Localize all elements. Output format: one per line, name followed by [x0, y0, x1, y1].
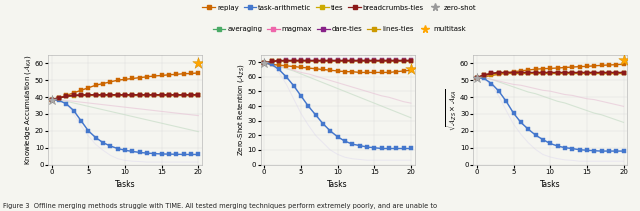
Y-axis label: Knowledge Accumulation ($\mathcal{A}_{KA}$): Knowledge Accumulation ($\mathcal{A}_{KA… [22, 54, 33, 165]
Point [406, 68, 416, 71]
Point [47, 98, 57, 101]
Y-axis label: $\sqrt{\mathcal{A}_{ZS} \times \mathcal{A}_{KA}}$: $\sqrt{\mathcal{A}_{ZS} \times \mathcal{… [444, 88, 459, 131]
X-axis label: Tasks: Tasks [115, 180, 135, 189]
Point [472, 76, 482, 79]
Text: Figure 3  Offline merging methods struggle with TIME. All tested merging techniq: Figure 3 Offline merging methods struggl… [3, 203, 437, 209]
Point [259, 61, 269, 65]
Point [618, 58, 628, 62]
Legend: averaging, magmax, dare-ties, lines-ties, multitask: averaging, magmax, dare-ties, lines-ties… [211, 24, 467, 33]
Point [193, 62, 204, 65]
X-axis label: Tasks: Tasks [327, 180, 348, 189]
Legend: replay, task-arithmetic, ties, breadcrumbs-ties, zero-shot: replay, task-arithmetic, ties, breadcrum… [201, 3, 477, 12]
X-axis label: Tasks: Tasks [540, 180, 561, 189]
Y-axis label: Zero-Shot Retention ($\mathcal{A}_{ZS}$): Zero-Shot Retention ($\mathcal{A}_{ZS}$) [235, 63, 246, 156]
